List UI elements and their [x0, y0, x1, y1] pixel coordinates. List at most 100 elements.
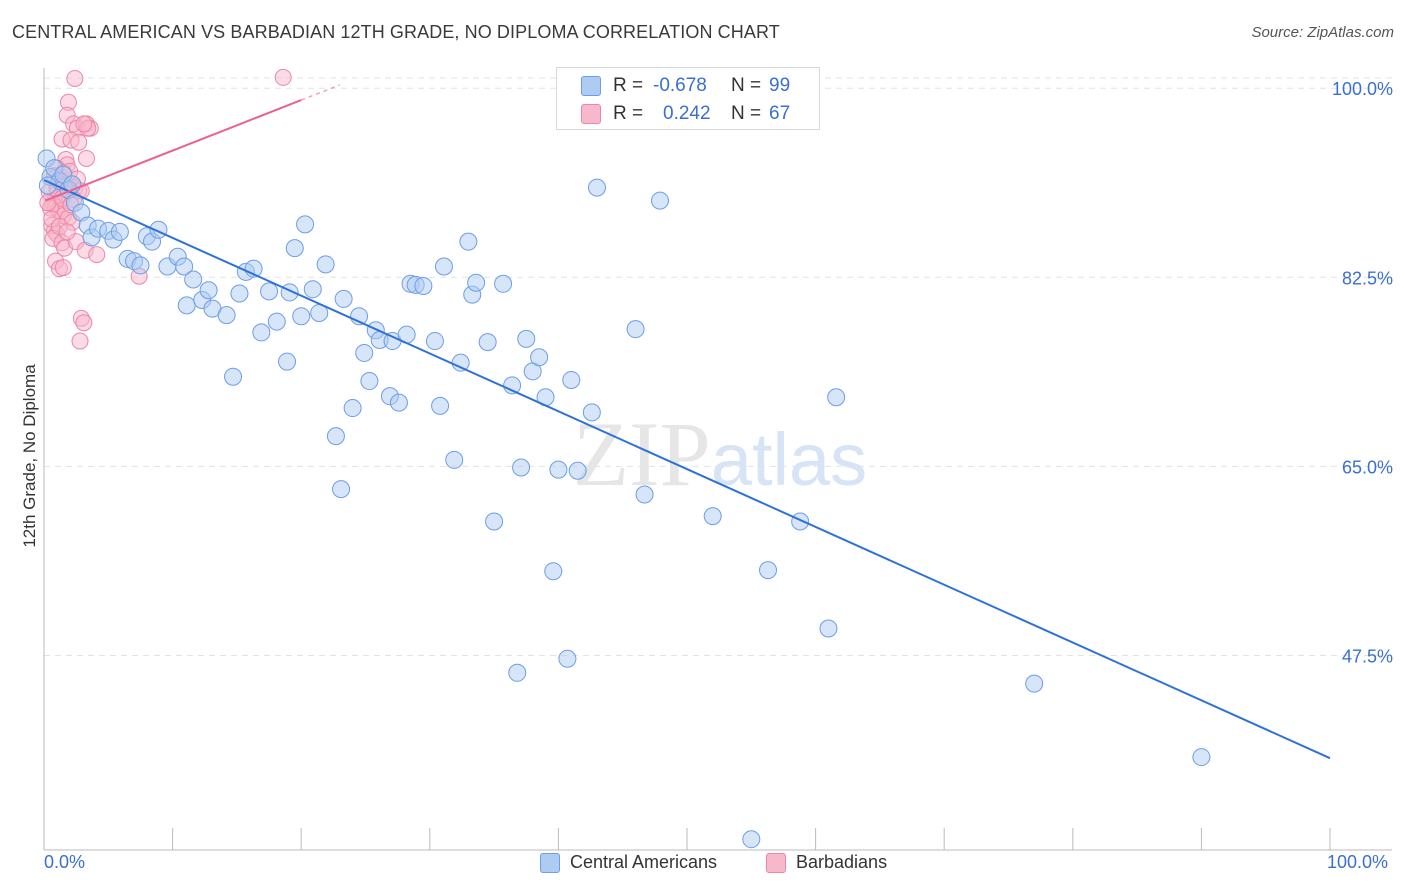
legend-n-value: 99	[769, 75, 791, 96]
central-american-point	[558, 649, 577, 668]
central-american-point	[445, 450, 464, 469]
central-american-point	[425, 332, 444, 351]
barbadian-trend-line	[44, 99, 302, 202]
central-american-point	[544, 562, 563, 581]
legend-item-barbadian: Barbadians	[766, 852, 887, 873]
y-tick-label: 100.0%	[1332, 79, 1393, 99]
barbadian-point	[71, 332, 89, 350]
central-american-point	[626, 320, 645, 339]
legend-n-value: 67	[769, 103, 791, 124]
central-american-point	[587, 178, 606, 197]
central-american-point	[485, 512, 504, 531]
legend-label-barbadian: Barbadians	[796, 852, 888, 872]
grid-lines	[44, 77, 1392, 656]
watermark-atlas: atlas	[711, 418, 867, 501]
central-american-point	[230, 284, 249, 303]
legend-swatch-pink	[581, 104, 601, 124]
central-american-point	[508, 663, 527, 682]
central-american-point	[355, 343, 374, 362]
central-american-point	[478, 333, 497, 352]
central-american-point	[791, 512, 810, 531]
central-american-point	[512, 458, 531, 477]
central-american-point	[1192, 748, 1211, 767]
central-american-point	[494, 274, 513, 293]
central-american-point	[267, 312, 286, 331]
y-tick-label: 82.5%	[1342, 268, 1393, 288]
x-tick-label-min: 0.0%	[44, 852, 86, 872]
central-american-point	[568, 461, 587, 480]
barbadian-point	[77, 149, 95, 167]
trend-lines	[43, 84, 1331, 760]
central-american-point	[360, 372, 379, 391]
y-tick-labels: 100.0% 82.5% 65.0% 47.5%	[1332, 79, 1393, 666]
y-axis-label: 12th Grade, No Diploma	[20, 364, 39, 548]
y-tick-label: 65.0%	[1342, 457, 1393, 477]
barbadian-point	[88, 246, 106, 264]
central-american-point	[131, 256, 150, 275]
legend-r-value: 0.242	[663, 103, 711, 124]
barbadian-point	[75, 115, 93, 133]
central-american-point	[199, 281, 218, 300]
barbadian-trend-extension	[300, 84, 341, 101]
central-american-trend-line	[43, 179, 1331, 760]
x-tick-label-max: 100.0%	[1327, 852, 1389, 872]
central-american-points	[37, 68, 1211, 849]
chart-title: CENTRAL AMERICAN VS BARBADIAN 12TH GRADE…	[12, 22, 780, 42]
barbadian-point	[58, 223, 76, 241]
central-american-point	[184, 270, 203, 289]
central-american-point	[1025, 674, 1044, 693]
central-american-point	[224, 367, 243, 386]
central-american-point	[217, 306, 236, 325]
legend-r-label: R =	[613, 75, 644, 96]
barbadian-point	[75, 314, 93, 332]
legend-n-label: N =	[731, 75, 762, 96]
legend-n-label: N =	[731, 103, 762, 124]
y-tick-label: 47.5%	[1342, 647, 1393, 667]
legend-label-central: Central Americans	[570, 852, 718, 872]
barbadian-point	[66, 69, 84, 87]
central-american-point	[635, 485, 654, 504]
central-american-point	[517, 329, 536, 348]
legend-swatch-blue	[540, 852, 560, 873]
barbadian-point	[54, 259, 72, 277]
central-american-point	[549, 460, 568, 479]
central-american-point	[292, 307, 311, 326]
legend-row-barbadian: R = 0.242 N = 67	[581, 102, 790, 126]
central-american-point	[582, 403, 601, 422]
central-american-point	[252, 323, 271, 342]
central-american-point	[414, 276, 433, 295]
central-american-point	[175, 257, 194, 276]
central-american-point	[759, 561, 778, 580]
central-american-point	[562, 370, 581, 389]
central-american-point	[650, 191, 669, 210]
legend-swatch-blue	[581, 76, 601, 96]
legend-r-value: -0.678	[653, 75, 707, 96]
central-american-point	[530, 348, 549, 367]
central-american-point	[296, 215, 315, 234]
central-american-point	[326, 427, 345, 446]
central-american-point	[819, 619, 838, 638]
central-american-point	[742, 830, 761, 849]
central-american-point	[110, 222, 129, 241]
central-american-point	[303, 280, 322, 299]
central-american-point	[285, 239, 304, 258]
central-american-point	[827, 388, 846, 407]
central-american-point	[459, 232, 478, 251]
central-american-point	[467, 273, 486, 292]
legend-row-central: R = -0.678 N = 99	[581, 74, 790, 98]
watermark: ZIPatlas	[573, 403, 867, 505]
central-american-point	[703, 507, 722, 526]
central-american-point	[431, 396, 450, 415]
central-american-point	[316, 255, 335, 274]
central-american-point	[451, 353, 470, 372]
central-american-point	[177, 296, 196, 315]
stats-legend: R = -0.678 N = 99 R = 0.242 N = 67	[556, 67, 820, 130]
chart-source: Source: ZipAtlas.com	[1251, 24, 1394, 41]
central-american-point	[434, 257, 453, 276]
central-american-point	[334, 289, 353, 308]
barbadian-point	[274, 68, 292, 86]
legend-swatch-pink	[766, 852, 786, 873]
central-american-point	[343, 399, 362, 418]
legend-r-label: R =	[613, 103, 644, 124]
